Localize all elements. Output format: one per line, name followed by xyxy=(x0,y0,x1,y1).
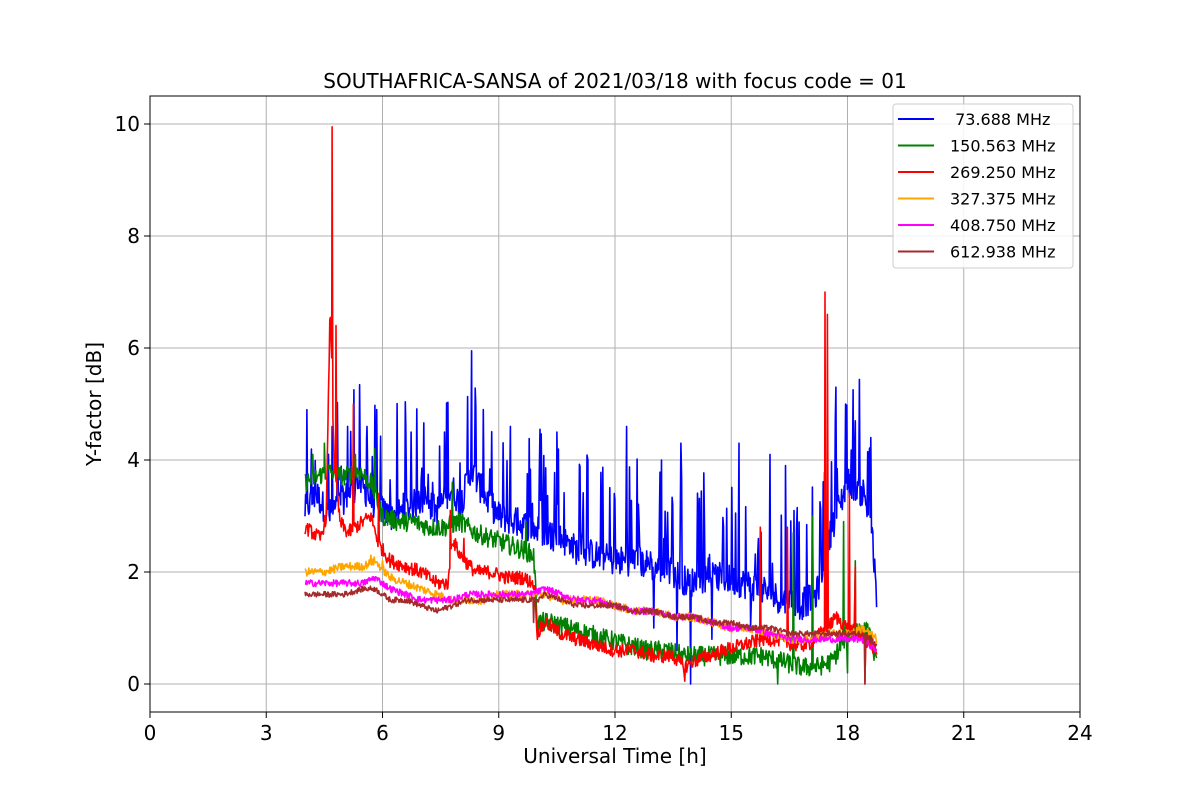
x-tick-label: 3 xyxy=(260,721,273,745)
y-tick-label: 0 xyxy=(127,672,140,696)
series-line-6 xyxy=(304,585,878,685)
x-axis-label: Universal Time [h] xyxy=(523,744,706,768)
grid xyxy=(150,96,1080,712)
y-tick-label: 4 xyxy=(127,448,140,472)
x-tick-label: 6 xyxy=(376,721,389,745)
legend-label-1: 73.688 MHz xyxy=(950,110,1050,129)
y-tick-label: 10 xyxy=(115,112,140,136)
series-line-5 xyxy=(304,576,878,653)
legend-label-6: 612.938 MHz xyxy=(950,243,1055,262)
chart-title: SOUTHAFRICA-SANSA of 2021/03/18 with foc… xyxy=(323,69,907,93)
series-line-1 xyxy=(304,350,878,685)
y-tick-label: 8 xyxy=(127,224,140,248)
series-line-2 xyxy=(304,442,878,685)
legend-label-4: 327.375 MHz xyxy=(950,190,1055,209)
legend: 73.688 MHz 150.563 MHz 269.250 MHz 327.375 … xyxy=(892,103,1074,269)
y-tick-label: 6 xyxy=(127,336,140,360)
legend-label-5: 408.750 MHz xyxy=(950,216,1055,235)
x-tick-label: 21 xyxy=(951,721,976,745)
x-tick-label: 15 xyxy=(719,721,744,745)
x-tick-label: 18 xyxy=(835,721,860,745)
series-group xyxy=(304,126,878,685)
x-tick-label: 0 xyxy=(144,721,157,745)
legend-label-3: 269.250 MHz xyxy=(950,163,1055,182)
y-axis-label: Y-factor [dB] xyxy=(82,342,106,467)
y-tick-label: 2 xyxy=(127,560,140,584)
x-tick-label: 9 xyxy=(492,721,505,745)
legend-box xyxy=(892,103,1074,269)
x-tick-label: 24 xyxy=(1067,721,1092,745)
x-tick-label: 12 xyxy=(602,721,627,745)
legend-label-2: 150.563 MHz xyxy=(950,137,1055,156)
